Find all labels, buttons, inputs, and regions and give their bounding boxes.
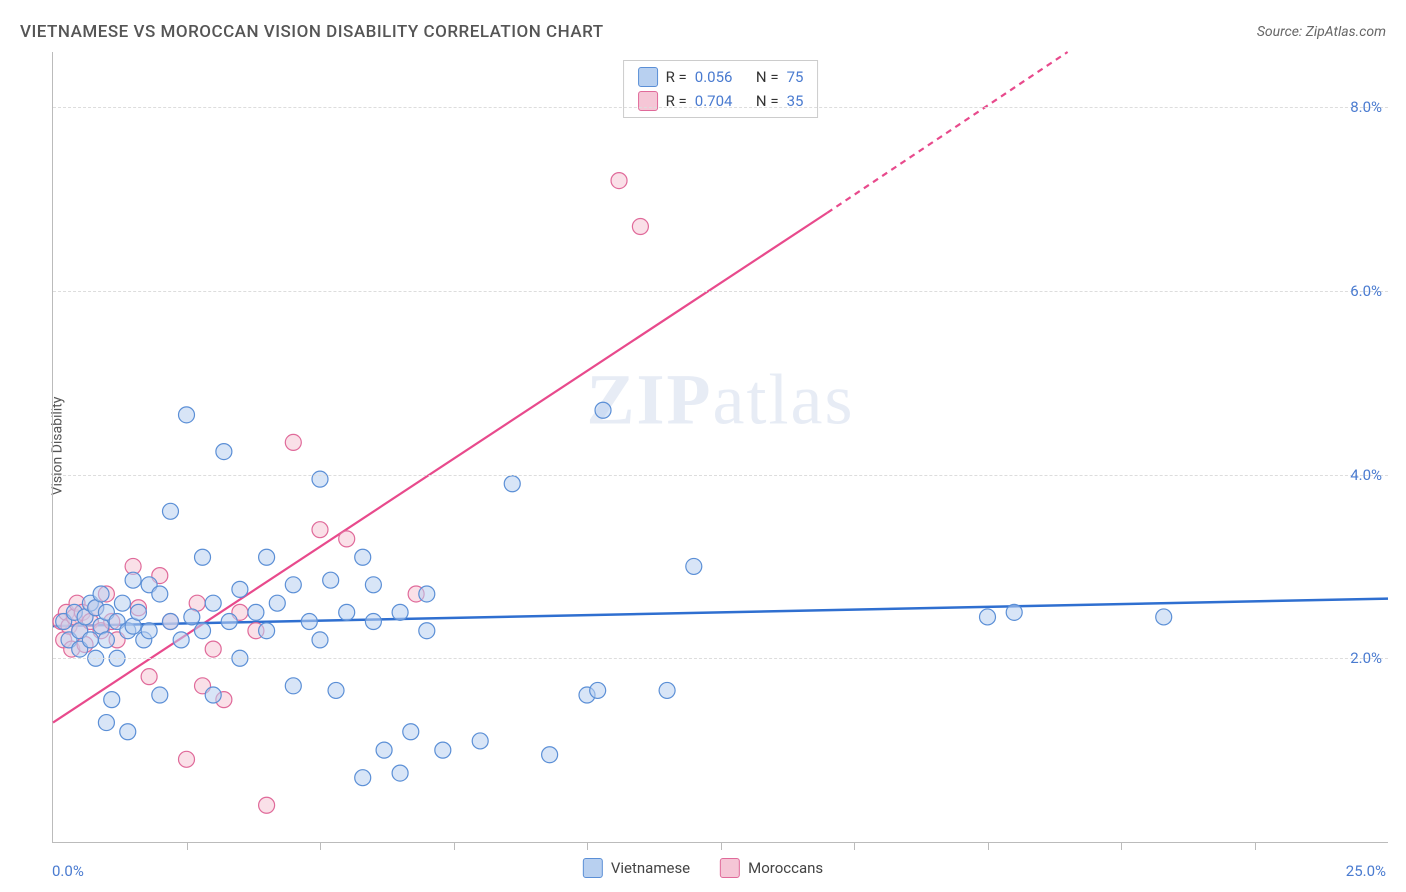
y-tick-label: 4.0% (1350, 466, 1382, 484)
y-tick-label: 2.0% (1350, 649, 1382, 667)
x-axis-start-label: 0.0% (52, 862, 84, 880)
gridline-h (53, 107, 1388, 108)
x-tick (1121, 842, 1122, 850)
gridline-h (53, 475, 1388, 476)
gridline-h (53, 291, 1388, 292)
y-tick-label: 6.0% (1350, 282, 1382, 300)
x-tick (320, 842, 321, 850)
x-axis-end-label: 25.0% (1346, 862, 1386, 880)
chart-source: Source: ZipAtlas.com (1257, 24, 1386, 40)
swatch-vietnamese-bottom (583, 858, 603, 878)
x-tick (587, 842, 588, 850)
gridline-h (53, 658, 1388, 659)
plot-area: ZIPatlas R = 0.056 N = 75 R = 0.704 N = … (52, 52, 1388, 843)
legend-series: Vietnamese Moroccans (583, 858, 823, 878)
x-tick (187, 842, 188, 850)
x-tick (854, 842, 855, 850)
x-tick (988, 842, 989, 850)
x-tick (721, 842, 722, 850)
y-tick-label: 8.0% (1350, 98, 1382, 116)
legend-correlation: R = 0.056 N = 75 R = 0.704 N = 35 (623, 60, 819, 118)
chart-title: VIETNAMESE VS MOROCCAN VISION DISABILITY… (20, 22, 604, 42)
legend-row-vietnamese: R = 0.056 N = 75 (638, 67, 804, 87)
swatch-moroccans-bottom (720, 858, 740, 878)
legend-series-moroccans: Moroccans (720, 858, 823, 878)
x-tick (1255, 842, 1256, 850)
scatter-svg (53, 52, 1388, 842)
x-tick (454, 842, 455, 850)
swatch-vietnamese (638, 67, 658, 87)
legend-series-vietnamese: Vietnamese (583, 858, 690, 878)
